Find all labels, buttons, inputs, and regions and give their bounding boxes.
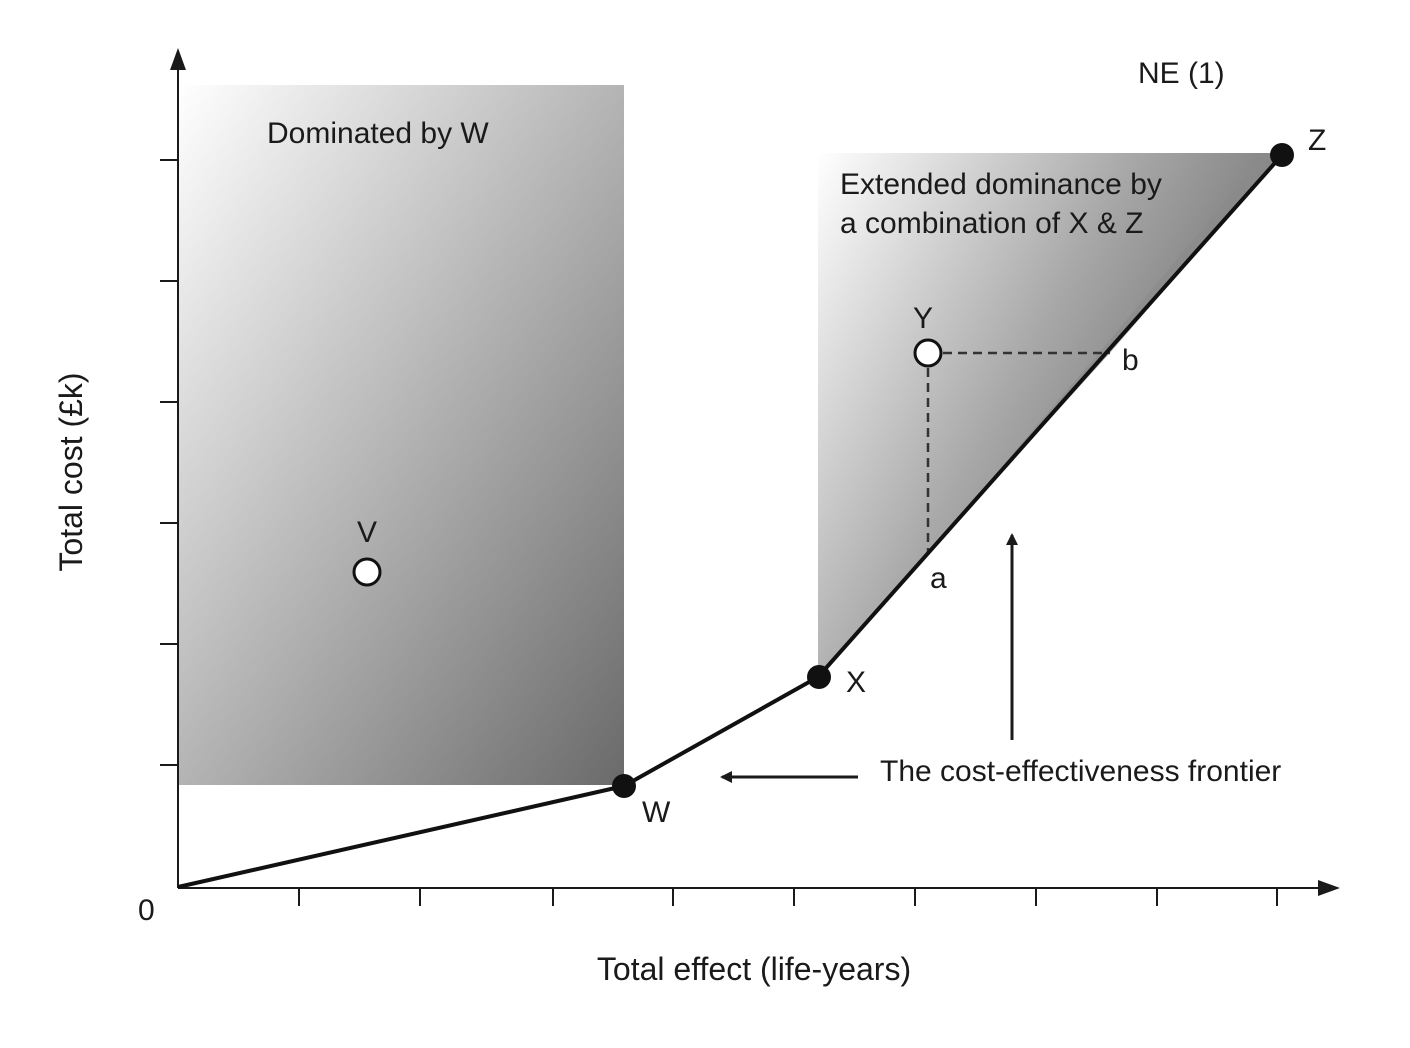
x-axis-arrowhead	[1318, 880, 1340, 896]
point-a-label: a	[930, 562, 947, 595]
extended-dominance-label-line1: Extended dominance by	[840, 168, 1162, 201]
point-b-label: b	[1122, 344, 1139, 377]
frontier-label: The cost-effectiveness frontier	[880, 755, 1281, 788]
point-x	[807, 665, 831, 689]
point-v	[352, 557, 382, 587]
y-axis-label: Total cost (£k)	[53, 372, 89, 571]
point-w	[612, 774, 636, 798]
y-ticks	[160, 159, 178, 766]
point-y	[913, 338, 943, 368]
point-z	[1270, 143, 1294, 167]
extended-dominance-label-line2: a combination of X & Z	[840, 207, 1144, 240]
point-v-label: V	[357, 516, 377, 549]
x-axis-label: Total effect (life-years)	[597, 951, 911, 987]
ne-quadrant-label: NE (1)	[1138, 57, 1225, 90]
point-y-label: Y	[913, 302, 933, 335]
origin-label: 0	[138, 894, 155, 927]
point-x-label: X	[846, 666, 866, 699]
point-w-label: W	[642, 796, 671, 829]
cost-effectiveness-frontier-line	[177, 153, 1284, 889]
point-z-label: Z	[1308, 124, 1326, 157]
x-ticks	[298, 888, 1278, 906]
dominated-region-label: Dominated by W	[267, 117, 489, 150]
dominated-region	[178, 85, 624, 785]
y-axis-arrowhead	[170, 48, 186, 70]
